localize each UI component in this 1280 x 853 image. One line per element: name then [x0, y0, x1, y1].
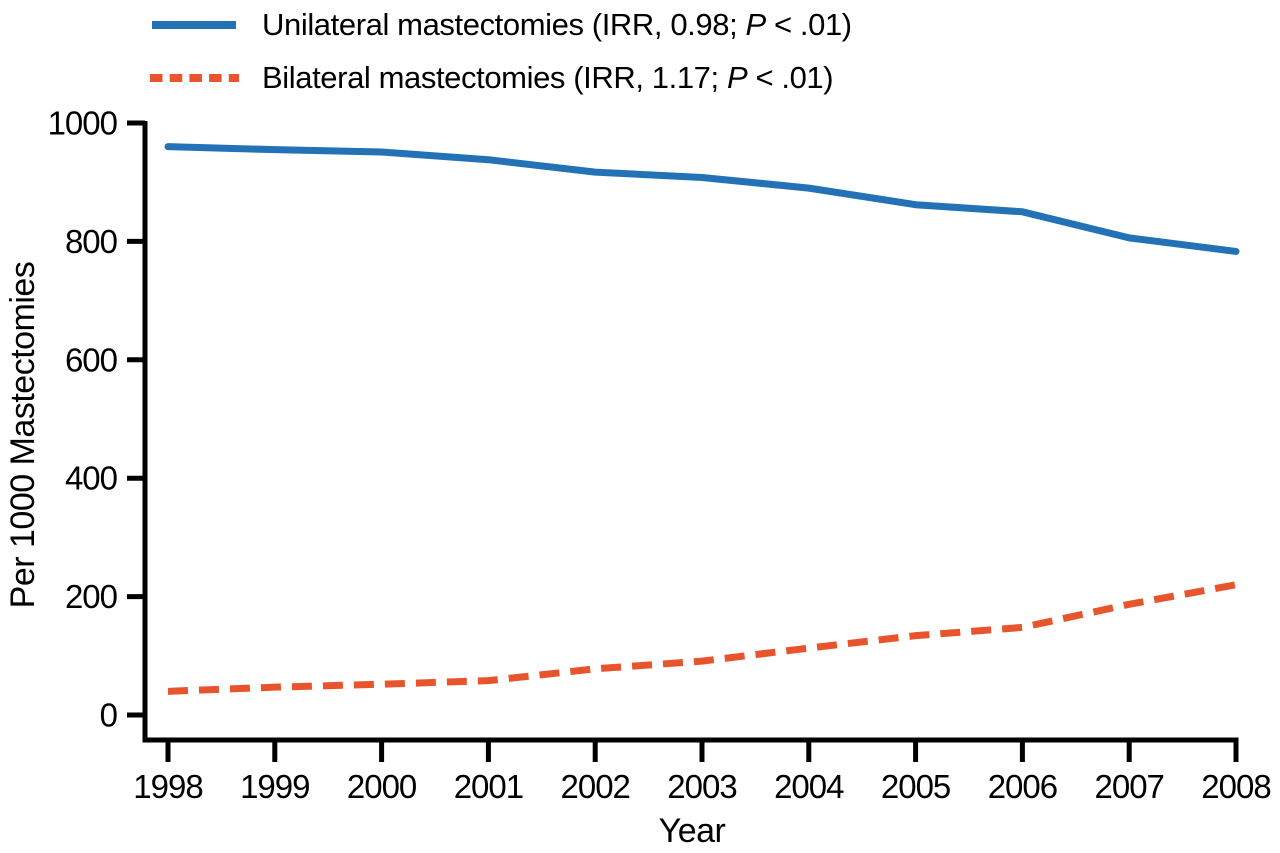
y-tick-label: 200	[65, 578, 118, 615]
y-tick-label: 600	[65, 341, 118, 378]
series-line-unilateral	[164, 143, 1240, 255]
x-tick-label: 2003	[667, 768, 736, 805]
legend-text: Unilateral mastectomies (IRR, 0.98;	[262, 7, 746, 42]
x-tick-label: 2005	[881, 768, 950, 805]
legend-p-italic: P	[745, 7, 767, 42]
x-tick-label: 2002	[560, 768, 629, 805]
x-tick-label: 1999	[240, 768, 309, 805]
y-axis-title: Per 1000 Mastectomies	[4, 262, 42, 609]
legend-label-bilateral: Bilateral mastectomies (IRR, 1.17; P < .…	[262, 60, 834, 96]
axes	[142, 121, 1239, 743]
legend-text: < .01)	[747, 60, 834, 95]
x-tick-label: 2007	[1094, 768, 1163, 805]
legend-p-italic: P	[726, 60, 748, 95]
y-tick-label: 1000	[48, 105, 118, 142]
y-tick-label: 800	[65, 223, 118, 260]
y-axis-ticks: 0 200 400 600 800 1000	[48, 105, 145, 734]
x-axis-title: Year	[659, 812, 726, 850]
legend-label-unilateral: Unilateral mastectomies (IRR, 0.98; P < …	[262, 7, 852, 43]
bilateral-dashed-line-sample	[150, 74, 239, 82]
x-tick-label: 2001	[454, 768, 523, 805]
y-tick-label: 0	[100, 697, 118, 734]
series-lines	[164, 143, 1240, 695]
legend-item-bilateral: Bilateral mastectomies (IRR, 1.17; P < .…	[148, 55, 852, 101]
legend: Unilateral mastectomies (IRR, 0.98; P < …	[148, 2, 852, 101]
unilateral-solid-line-sample	[152, 21, 236, 29]
series-line-bilateral	[167, 581, 1237, 695]
x-tick-label: 2006	[988, 768, 1057, 805]
x-tick-label: 1998	[133, 768, 202, 805]
legend-text: Bilateral mastectomies (IRR, 1.17;	[262, 60, 727, 95]
legend-item-unilateral: Unilateral mastectomies (IRR, 0.98; P < …	[148, 2, 852, 48]
x-tick-label: 2008	[1201, 768, 1270, 805]
x-tick-label: 2004	[774, 768, 844, 805]
y-tick-label: 400	[65, 460, 118, 497]
legend-text: < .01)	[765, 7, 852, 42]
x-axis-ticks: 1998 1999 2000 2001 2002 2003 2004 2005 2006 2007…	[133, 740, 1272, 805]
x-tick-label: 2000	[347, 768, 417, 805]
